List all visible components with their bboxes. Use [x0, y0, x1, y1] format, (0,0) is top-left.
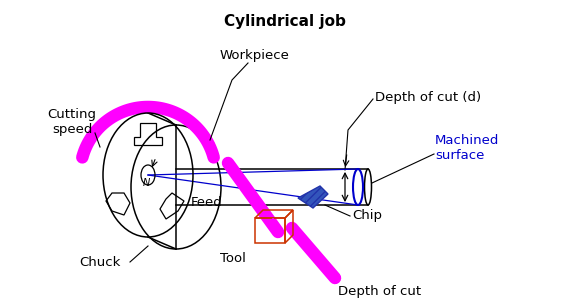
Text: Machined
surface: Machined surface	[435, 134, 499, 162]
Text: Feed: Feed	[191, 196, 223, 209]
Text: N: N	[142, 178, 149, 188]
Ellipse shape	[364, 169, 372, 205]
Polygon shape	[298, 186, 328, 208]
Text: Depth of cut (d): Depth of cut (d)	[375, 91, 481, 104]
Text: Workpiece: Workpiece	[220, 50, 290, 63]
Text: Cylindrical job: Cylindrical job	[224, 14, 346, 29]
Text: Cutting
speed: Cutting speed	[47, 108, 96, 136]
Text: Depth of cut: Depth of cut	[338, 285, 421, 298]
Text: Chip: Chip	[352, 209, 382, 222]
Text: Tool: Tool	[220, 252, 246, 265]
Text: Chuck: Chuck	[79, 256, 121, 269]
